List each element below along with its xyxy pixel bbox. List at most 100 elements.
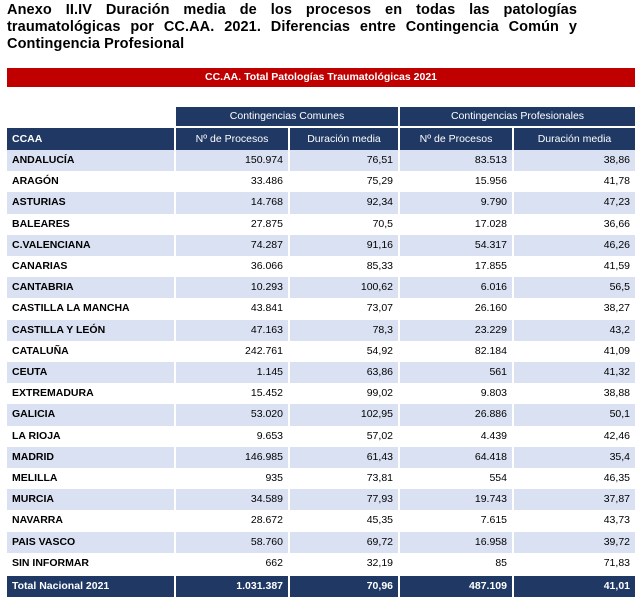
procesos-cp-cell: 26.886 bbox=[398, 404, 513, 426]
column-header-procesos-cc: Nº de Procesos bbox=[174, 126, 289, 150]
ccaa-cell: MURCIA bbox=[7, 489, 175, 511]
ccaa-cell: CANARIAS bbox=[7, 256, 175, 278]
procesos-cc-cell: 58.760 bbox=[174, 531, 289, 553]
duracion-cc-cell: 57,02 bbox=[288, 425, 399, 447]
procesos-cp-cell: 64.418 bbox=[398, 446, 513, 469]
duracion-cp-cell: 37,87 bbox=[512, 489, 635, 511]
table-row: MELILLA 935 73,81 554 46,35 bbox=[7, 468, 635, 490]
procesos-cp-cell: 19.743 bbox=[398, 489, 513, 511]
duracion-cp-cell: 41,59 bbox=[512, 256, 635, 278]
procesos-cp-cell: 82.184 bbox=[398, 340, 513, 363]
ccaa-cell: PAIS VASCO bbox=[7, 531, 175, 553]
table-row: CASTILLA LA MANCHA 43.841 73,07 26.160 38,27 bbox=[7, 298, 635, 320]
procesos-cc-cell: 47.163 bbox=[174, 319, 289, 341]
procesos-cc-cell: 28.672 bbox=[174, 510, 289, 532]
duracion-cc-cell: 73,07 bbox=[288, 298, 399, 320]
procesos-cc-cell: 36.066 bbox=[174, 256, 289, 278]
duracion-cc-cell: 75,29 bbox=[288, 171, 399, 193]
table-row: C.VALENCIANA 74.287 91,16 54.317 46,26 bbox=[7, 234, 635, 257]
duracion-cp-cell: 71,83 bbox=[512, 552, 635, 576]
column-header-duracion-cc: Duración media bbox=[288, 126, 399, 150]
group-header-row: Contingencias Comunes Contingencias Prof… bbox=[7, 107, 635, 127]
procesos-cp-cell: 17.855 bbox=[398, 256, 513, 278]
procesos-cp-cell: 4.439 bbox=[398, 425, 513, 447]
procesos-cc-cell: 27.875 bbox=[174, 213, 289, 235]
procesos-cc-cell: 43.841 bbox=[174, 298, 289, 320]
ccaa-cell: CATALUÑA bbox=[7, 340, 175, 363]
group-header-comunes: Contingencias Comunes bbox=[174, 107, 399, 127]
ccaa-cell: ARAGÓN bbox=[7, 171, 175, 193]
duracion-cp-cell: 41,32 bbox=[512, 362, 635, 384]
duracion-cc-cell: 69,72 bbox=[288, 531, 399, 553]
table-row: CANARIAS 36.066 85,33 17.855 41,59 bbox=[7, 256, 635, 278]
table-row: ARAGÓN 33.486 75,29 15.956 41,78 bbox=[7, 171, 635, 193]
total-duracion-cp: 41,01 bbox=[512, 574, 635, 598]
duracion-cp-cell: 43,2 bbox=[512, 319, 635, 341]
total-label: Total Nacional 2021 bbox=[7, 574, 175, 598]
procesos-cc-cell: 53.020 bbox=[174, 404, 289, 426]
procesos-cp-cell: 54.317 bbox=[398, 234, 513, 257]
duracion-cp-cell: 36,66 bbox=[512, 213, 635, 235]
ccaa-cell: CANTABRIA bbox=[7, 277, 175, 299]
procesos-cc-cell: 242.761 bbox=[174, 340, 289, 363]
ccaa-cell: MELILLA bbox=[7, 468, 175, 490]
table-row: ANDALUCÍA 150.974 76,51 83.513 38,86 bbox=[7, 150, 635, 172]
duracion-cp-cell: 56,5 bbox=[512, 277, 635, 299]
ccaa-cell: ANDALUCÍA bbox=[7, 150, 175, 172]
procesos-cc-cell: 146.985 bbox=[174, 446, 289, 469]
ccaa-cell: CEUTA bbox=[7, 362, 175, 384]
procesos-cc-cell: 10.293 bbox=[174, 277, 289, 299]
ccaa-cell: C.VALENCIANA bbox=[7, 234, 175, 257]
table-row: ASTURIAS 14.768 92,34 9.790 47,23 bbox=[7, 192, 635, 214]
column-header-row: CCAA Nº de Procesos Duración media Nº de… bbox=[7, 126, 635, 150]
duracion-cp-cell: 38,27 bbox=[512, 298, 635, 320]
ccaa-cell: CASTILLA LA MANCHA bbox=[7, 298, 175, 320]
ccaa-cell: MADRID bbox=[7, 446, 175, 469]
table-row: NAVARRA 28.672 45,35 7.615 43,73 bbox=[7, 510, 635, 532]
ccaa-cell: EXTREMADURA bbox=[7, 383, 175, 405]
ccaa-cell: NAVARRA bbox=[7, 510, 175, 532]
procesos-cc-cell: 34.589 bbox=[174, 489, 289, 511]
procesos-cp-cell: 16.958 bbox=[398, 531, 513, 553]
procesos-cp-cell: 85 bbox=[398, 552, 513, 576]
column-header-duracion-cp: Duración media bbox=[512, 126, 635, 150]
procesos-cp-cell: 9.803 bbox=[398, 383, 513, 405]
procesos-cp-cell: 9.790 bbox=[398, 192, 513, 214]
table-row: CASTILLA Y LEÓN 47.163 78,3 23.229 43,2 bbox=[7, 319, 635, 341]
group-header-profesionales: Contingencias Profesionales bbox=[398, 107, 635, 127]
procesos-cp-cell: 554 bbox=[398, 468, 513, 490]
procesos-cc-cell: 150.974 bbox=[174, 150, 289, 172]
duracion-cc-cell: 100,62 bbox=[288, 277, 399, 299]
duracion-cc-cell: 73,81 bbox=[288, 468, 399, 490]
procesos-cc-cell: 74.287 bbox=[174, 234, 289, 257]
title-line-3: Contingencia Profesional bbox=[7, 36, 185, 52]
duracion-cp-cell: 46,35 bbox=[512, 468, 635, 490]
ccaa-cell: SIN INFORMAR bbox=[7, 552, 175, 576]
document-title: Anexo II.IV Duración media de los proces… bbox=[7, 2, 577, 53]
table-row: EXTREMADURA 15.452 99,02 9.803 38,88 bbox=[7, 383, 635, 405]
table-row: GALICIA 53.020 102,95 26.886 50,1 bbox=[7, 404, 635, 426]
duracion-cp-cell: 42,46 bbox=[512, 425, 635, 447]
duracion-cc-cell: 99,02 bbox=[288, 383, 399, 405]
procesos-cp-cell: 83.513 bbox=[398, 150, 513, 172]
procesos-cc-cell: 935 bbox=[174, 468, 289, 490]
table-row: BALEARES 27.875 70,5 17.028 36,66 bbox=[7, 213, 635, 235]
duracion-cp-cell: 46,26 bbox=[512, 234, 635, 257]
duracion-cc-cell: 85,33 bbox=[288, 256, 399, 278]
table-row: LA RIOJA 9.653 57,02 4.439 42,46 bbox=[7, 425, 635, 447]
data-table: Contingencias Comunes Contingencias Prof… bbox=[7, 107, 635, 598]
duracion-cp-cell: 35,4 bbox=[512, 446, 635, 469]
total-procesos-cp: 487.109 bbox=[398, 574, 513, 598]
duracion-cc-cell: 77,93 bbox=[288, 489, 399, 511]
table-row: CATALUÑA 242.761 54,92 82.184 41,09 bbox=[7, 340, 635, 363]
table-row: MURCIA 34.589 77,93 19.743 37,87 bbox=[7, 489, 635, 511]
procesos-cp-cell: 23.229 bbox=[398, 319, 513, 341]
duracion-cp-cell: 38,88 bbox=[512, 383, 635, 405]
duracion-cc-cell: 63,86 bbox=[288, 362, 399, 384]
duracion-cp-cell: 43,73 bbox=[512, 510, 635, 532]
title-line-1: Anexo II.IV Duración media de los proces… bbox=[7, 2, 577, 18]
table-banner: CC.AA. Total Patologías Traumatológicas … bbox=[7, 68, 635, 87]
column-header-procesos-cp: Nº de Procesos bbox=[398, 126, 513, 150]
duracion-cp-cell: 50,1 bbox=[512, 404, 635, 426]
procesos-cp-cell: 17.028 bbox=[398, 213, 513, 235]
